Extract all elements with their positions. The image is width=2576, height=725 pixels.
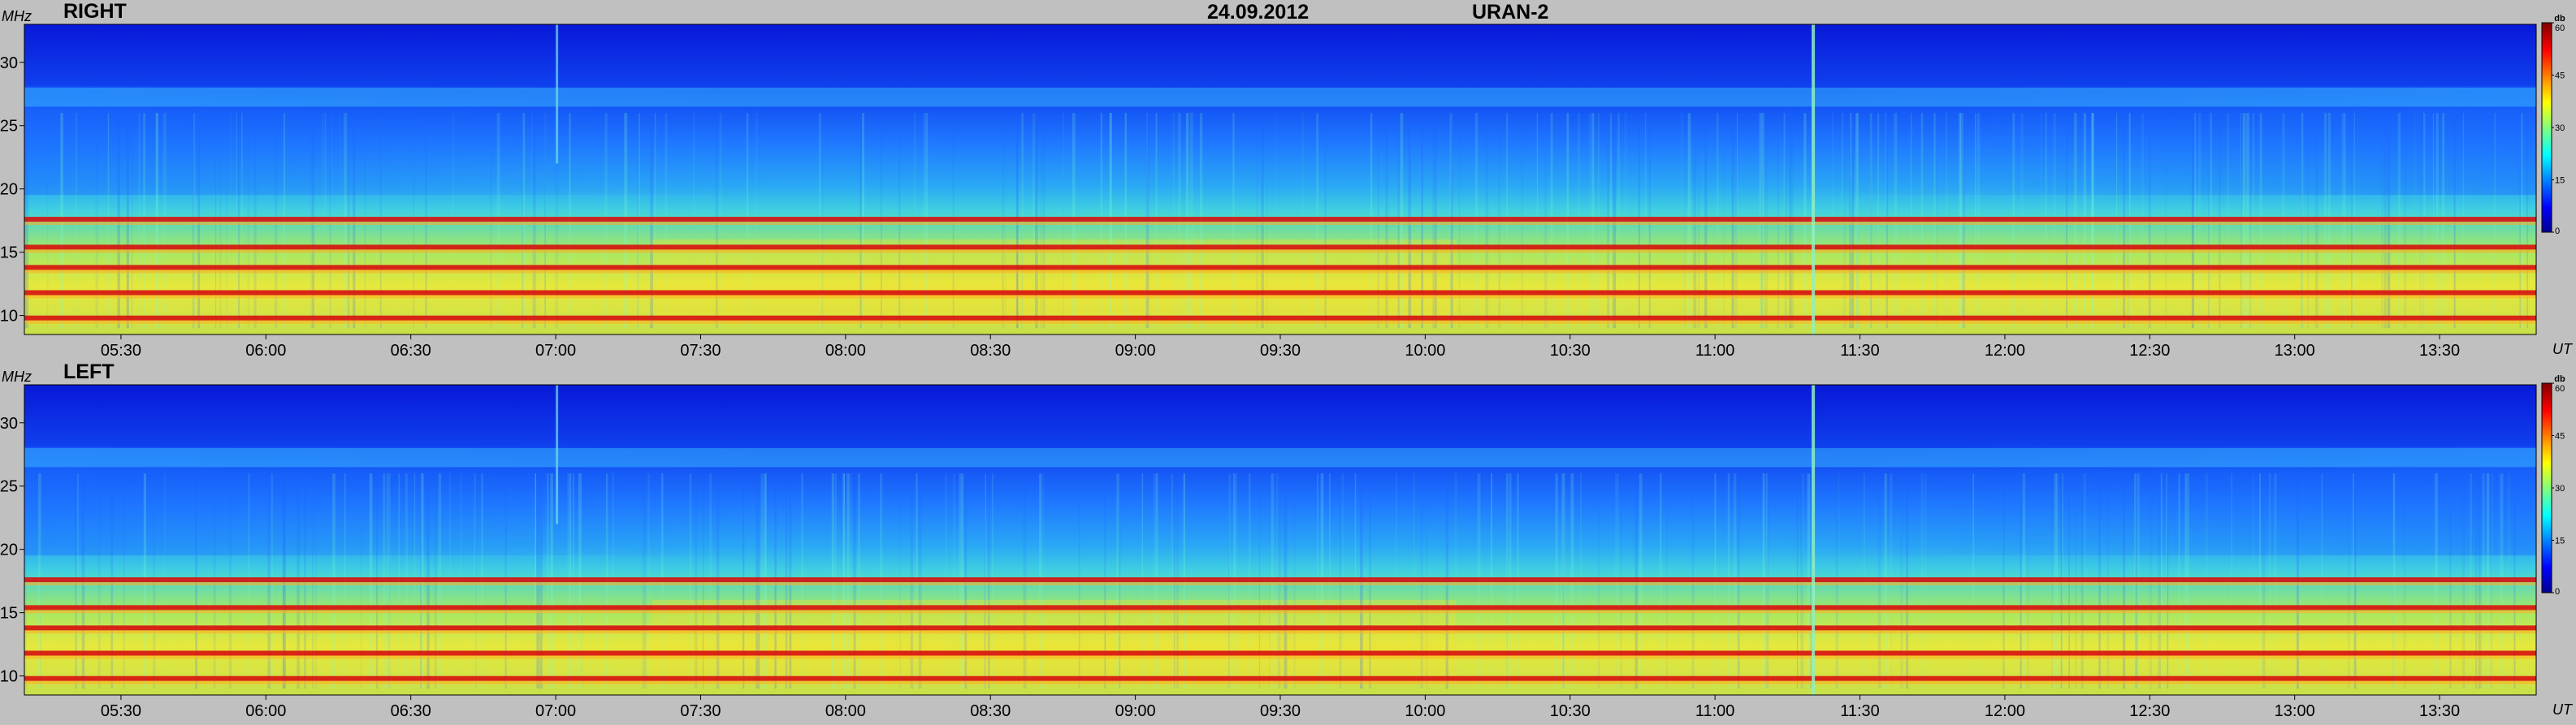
panel-right-ytick-10: 10 xyxy=(0,308,18,326)
panel-left-xtick-1100: 11:00 xyxy=(1695,702,1735,720)
panel-left-band-halo-3 xyxy=(24,655,2536,659)
panel-right-band-3 xyxy=(24,290,2536,296)
panel-right-colorbar-tick-30: 30 xyxy=(2555,123,2565,133)
panel-left-ytick-15: 15 xyxy=(0,605,18,623)
panel-left-xtick-1130: 11:30 xyxy=(1840,702,1880,720)
panel-left-colorbar-tick-45: 45 xyxy=(2555,432,2565,442)
panel-right-band-halo-0 xyxy=(24,222,2536,226)
panel-left-burst-line xyxy=(1812,385,1816,695)
panel-left-xtick-1230: 12:30 xyxy=(2129,702,2170,720)
panel-right-band-27mhz xyxy=(24,87,2536,107)
panel-left-colorbar-tick-60: 60 xyxy=(2555,384,2565,394)
panel-right-band-halo-4 xyxy=(24,320,2536,324)
panel-left-heatmap-edge-fade xyxy=(24,447,2536,556)
panel-right-xtick-0630: 06:30 xyxy=(391,342,431,360)
panel-left-band-1 xyxy=(24,605,2536,611)
panel-right-ytick-25: 25 xyxy=(0,118,18,136)
panel-right-ytick-20: 20 xyxy=(0,181,18,199)
panel-left-band-27mhz xyxy=(24,447,2536,468)
panel-right-band-4 xyxy=(24,315,2536,321)
panel-right-ytick-30: 30 xyxy=(0,54,18,72)
panel-left-xtick-0930: 09:30 xyxy=(1260,702,1301,720)
panel-left-band-halo-4 xyxy=(24,680,2536,684)
panel-left-streak-0700 xyxy=(556,385,559,524)
panel-right-band-0 xyxy=(24,217,2536,222)
panel-left-title: LEFT xyxy=(63,360,115,383)
panel-left-band-halo-2 xyxy=(24,630,2536,634)
panel-left-xtick-1030: 10:30 xyxy=(1550,702,1591,720)
panel-left-band-0 xyxy=(24,577,2536,583)
panel-left-band-2 xyxy=(24,625,2536,631)
panel-right-band-1 xyxy=(24,244,2536,250)
panel-left: LEFT MHz UT 30 25 20 15 10 05:30 06:00 06:30 07:00 0… xyxy=(0,360,2574,720)
panel-right-xtick-1330: 13:30 xyxy=(2419,342,2460,360)
panel-left-xlabel: UT xyxy=(2552,701,2574,718)
panel-left-band-3 xyxy=(24,650,2536,656)
panel-left-xtick-0730: 07:30 xyxy=(680,702,721,720)
panel-left-xtick-1200: 12:00 xyxy=(1985,702,2025,720)
panel-left-xtick-1000: 10:00 xyxy=(1405,702,1445,720)
panel-right-xlabel: UT xyxy=(2552,341,2574,357)
panel-left-colorbar-tick-15: 15 xyxy=(2555,537,2565,546)
panel-right-band-2 xyxy=(24,265,2536,270)
panel-right-xtick-0600: 06:00 xyxy=(245,342,286,360)
panel-right-colorbar xyxy=(2541,22,2552,233)
panel-right-xtick-0830: 08:30 xyxy=(970,342,1011,360)
panel-left-xtick-0900: 09:00 xyxy=(1115,702,1156,720)
panel-right-xtick-1000: 10:00 xyxy=(1405,342,1445,360)
panel-left-xtick-0800: 08:00 xyxy=(825,702,866,720)
panel-right-xtick-0530: 05:30 xyxy=(101,342,141,360)
panel-left-ytick-10: 10 xyxy=(0,668,18,686)
panel-right-ytick-15: 15 xyxy=(0,244,18,262)
panel-left-ytick-30: 30 xyxy=(0,415,18,433)
panel-left-band-4 xyxy=(24,675,2536,681)
panel-right-xtick-0800: 08:00 xyxy=(825,342,866,360)
panel-left-xtick-0830: 08:30 xyxy=(970,702,1011,720)
panel-right-band-halo-2 xyxy=(24,270,2536,274)
panel-left-colorbar-tick-30: 30 xyxy=(2555,484,2565,494)
panel-left-colorbar-unit: db xyxy=(2554,374,2565,384)
panel-left-xtick-0530: 05:30 xyxy=(101,702,141,720)
panel-right-band-halo-3 xyxy=(24,295,2536,299)
panel-right-xtick-1100: 11:00 xyxy=(1695,342,1735,360)
panel-right-xtick-0700: 07:00 xyxy=(535,342,576,360)
panel-left-ytick-25: 25 xyxy=(0,478,18,496)
panel-right-band-halo-1 xyxy=(24,249,2536,253)
panel-left-colorbar-tick-0: 0 xyxy=(2555,587,2560,597)
panel-right-burst-line xyxy=(1812,24,1816,334)
panel-right-colorbar-tick-15: 15 xyxy=(2555,176,2565,186)
panel-left-xtick-0600: 06:00 xyxy=(245,702,286,720)
panel-left-xtick-0700: 07:00 xyxy=(535,702,576,720)
instrument-name: URAN-2 xyxy=(1472,1,1548,24)
panel-right-colorbar-tick-0: 0 xyxy=(2555,227,2560,236)
panel-right-heatmap-edge-fade xyxy=(24,86,2536,196)
panel-left-colorbar xyxy=(2541,382,2552,593)
panel-left-ylabel: MHz xyxy=(2,369,32,385)
panel-right-xtick-1200: 12:00 xyxy=(1985,342,2025,360)
panel-right-xtick-0930: 09:30 xyxy=(1260,342,1301,360)
panel-right-colorbar-unit: db xyxy=(2554,14,2565,24)
panel-left-xtick-1300: 13:00 xyxy=(2275,702,2315,720)
panel-left-xtick-1330: 13:30 xyxy=(2419,702,2460,720)
panel-right-xtick-1230: 12:30 xyxy=(2129,342,2170,360)
panel-right-xtick-1030: 10:30 xyxy=(1550,342,1591,360)
panel-right-xtick-1130: 11:30 xyxy=(1840,342,1880,360)
panel-left-ytick-20: 20 xyxy=(0,542,18,559)
panel-right-colorbar-tick-45: 45 xyxy=(2555,71,2565,81)
observation-date: 24.09.2012 xyxy=(1207,1,1309,24)
panel-right-title: RIGHT xyxy=(63,0,127,23)
panel-right-ylabel: MHz xyxy=(2,8,32,24)
panel-left-band-halo-0 xyxy=(24,582,2536,586)
panel-right: RIGHT MHz UT 30 25 20 15 10 05:30 06:00 06:30 07:00… xyxy=(0,0,2574,360)
panel-left-xtick-0630: 06:30 xyxy=(391,702,431,720)
panel-right-xtick-0900: 09:00 xyxy=(1115,342,1156,360)
panel-right-streak-0700 xyxy=(556,24,559,164)
panel-left-band-halo-1 xyxy=(24,610,2536,614)
panel-right-xtick-0730: 07:30 xyxy=(680,342,721,360)
panel-right-xtick-1300: 13:00 xyxy=(2275,342,2315,360)
panel-right-colorbar-tick-60: 60 xyxy=(2555,24,2565,33)
